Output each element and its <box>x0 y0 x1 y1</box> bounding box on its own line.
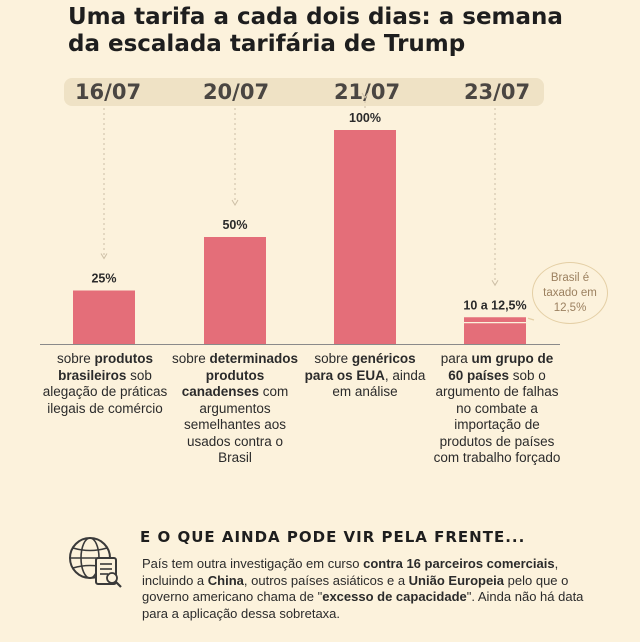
leader-arrow-2 <box>231 199 239 206</box>
bar-value-label-2: 50% <box>222 218 247 232</box>
description-3-run-1: genéricos para os EUA <box>304 351 416 383</box>
date-band <box>64 78 544 106</box>
date-label-2: 20/07 <box>202 80 270 104</box>
date-label-1: 16/07 <box>74 80 142 104</box>
section-title: E O QUE AINDA PODE VIR PELA FRENTE... <box>140 528 526 546</box>
section-text-run-8: ". Ainda não há data para a aplicação de… <box>142 589 584 621</box>
description-4-run-0: para <box>440 351 472 366</box>
leader-arrow-1 <box>100 253 108 260</box>
globe-document-icon <box>69 537 122 588</box>
description-3-run-0: sobre <box>314 351 352 366</box>
description-2-run-1: determinados produtos canadenses <box>181 351 299 399</box>
description-1-run-1: produtos brasileiros <box>58 351 154 383</box>
bar-value-label-1: 25% <box>91 272 116 286</box>
section-text-run-0: País tem outra investigação em curso <box>142 556 364 571</box>
bar-description-4: para um grupo de 60 países sob o argumen… <box>432 351 562 467</box>
bar-value-label-3: 100% <box>349 111 381 125</box>
chart-title: Uma tarifa a cada dois dias: a semana da… <box>68 4 628 58</box>
date-label-3: 21/07 <box>333 80 401 104</box>
section-text-run-5: União Europeia <box>408 572 505 588</box>
section-text-run-6: pelo que o governo americano chama de " <box>142 572 569 605</box>
bar-1 <box>73 290 135 344</box>
callout-line-1: Brasil é <box>550 271 590 284</box>
section-text-run-3: China <box>207 572 244 588</box>
description-3-run-2: , ainda em análise <box>332 367 426 400</box>
description-1-run-2: sob alegação de práticas ilegais de comé… <box>42 367 168 416</box>
description-4-run-2: sob o argumento de falhas no combate a i… <box>433 367 561 466</box>
bar-description-3: sobre genéricos para os EUA, ainda em an… <box>300 351 430 401</box>
section-text-run-4: , outros países asiáticos e a <box>243 572 409 588</box>
title-line-2: da escalada tarifária de Trump <box>68 31 466 57</box>
bar-description-2: sobre determinados produtos canadenses c… <box>170 351 300 467</box>
bar-2 <box>204 237 266 344</box>
leader-arrow-4 <box>491 279 499 287</box>
description-4-run-1: um grupo de 60 países <box>448 351 554 383</box>
bar-3 <box>334 130 396 344</box>
section-text-run-1: contra 16 parceiros comerciais <box>363 556 555 571</box>
bar-description-1: sobre produtos brasileiros sob alegação … <box>40 351 170 417</box>
callout-line-3: 12,5% <box>553 301 587 314</box>
section-text-run-7: excesso de capacidade <box>322 589 467 604</box>
description-2-run-2: com argumentos semelhantes aos usados co… <box>183 384 289 465</box>
leader-arrow-3 <box>361 92 369 99</box>
description-2-run-0: sobre <box>171 351 210 366</box>
section-text-run-2: , incluindo a <box>142 556 559 588</box>
bar-value-label-4: 10 a 12,5% <box>463 298 526 312</box>
brazil-rate-callout: Brasil é taxado em 12,5% <box>532 262 608 324</box>
callout-connector <box>527 317 535 321</box>
title-line-1: Uma tarifa a cada dois dias: a semana <box>68 4 563 30</box>
description-1-run-0: sobre <box>56 351 95 366</box>
date-label-4: 23/07 <box>463 80 531 104</box>
section-text: País tem outra investigação em curso con… <box>142 556 612 622</box>
callout-line-2: taxado em <box>543 286 597 299</box>
bar-4 <box>464 317 526 344</box>
